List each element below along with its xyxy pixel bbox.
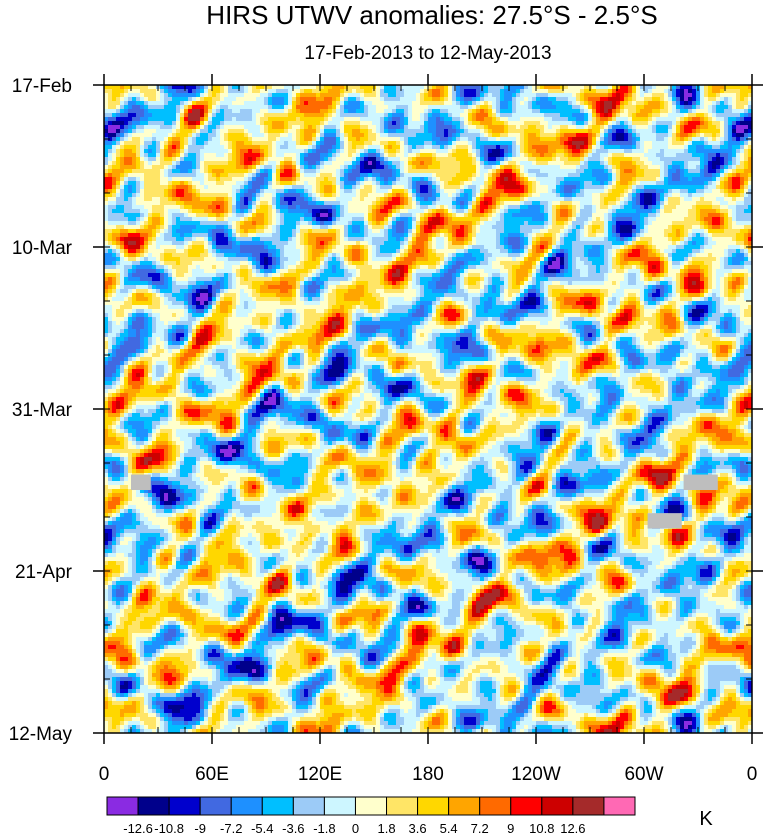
- x-tick-label: 60W: [624, 764, 663, 785]
- colorbar-swatch: [355, 797, 386, 815]
- colorbar-level-label: -9: [194, 821, 206, 834]
- colorbar-swatch: [262, 797, 293, 815]
- colorbar-level-label: 10.8: [529, 821, 554, 834]
- colorbar-level-label: -12.6: [123, 821, 153, 834]
- x-tick-label: 0: [99, 764, 110, 785]
- colorbar-level-label: 3.6: [409, 821, 427, 834]
- colorbar-swatch: [293, 797, 324, 815]
- colorbar-swatch: [542, 797, 573, 815]
- colorbar-level-label: -10.8: [154, 821, 184, 834]
- colorbar-level-label: -5.4: [251, 821, 273, 834]
- colorbar-swatch: [169, 797, 200, 815]
- y-tick-label: 10-Mar: [12, 238, 73, 259]
- colorbar-swatch: [107, 797, 138, 815]
- colorbar-level-label: -3.6: [282, 821, 304, 834]
- y-tick-label: 31-Mar: [12, 400, 73, 421]
- y-tick-label: 21-Apr: [15, 562, 73, 583]
- colorbar-level-label: 7.2: [471, 821, 489, 834]
- colorbar-swatch: [200, 797, 231, 815]
- colorbar-level-label: 12.6: [560, 821, 585, 834]
- chart-subtitle: 17-Feb-2013 to 12-May-2013: [304, 43, 551, 64]
- y-tick-label: 12-May: [9, 724, 73, 745]
- colorbar-swatch: [418, 797, 449, 815]
- colorbar-swatch: [511, 797, 542, 815]
- missing-data-box: [131, 475, 151, 490]
- colorbar-swatch: [387, 797, 418, 815]
- chart-title: HIRS UTWV anomalies: 27.5°S - 2.5°S: [206, 0, 657, 30]
- anomaly-field: [104, 85, 753, 734]
- colorbar: -12.6 -10.8 -9 -7.2 -5.4 -3.6 -1.8 0 1.8 3.6 5.4 7.…: [107, 797, 635, 834]
- colorbar-level-label: 0: [352, 821, 359, 834]
- x-tick-label: 60E: [195, 764, 229, 785]
- colorbar-swatch: [480, 797, 511, 815]
- x-tick-label: 120W: [511, 764, 561, 785]
- colorbar-swatch: [138, 797, 169, 815]
- missing-data-box: [648, 513, 682, 528]
- anomaly-chart: HIRS UTWV anomalies: 27.5°S - 2.5°S 17-F…: [0, 0, 772, 834]
- y-tick-label: 17-Feb: [12, 76, 72, 97]
- colorbar-level-label: 5.4: [440, 821, 458, 834]
- colorbar-swatch: [449, 797, 480, 815]
- colorbar-swatch: [231, 797, 262, 815]
- colorbar-unit-label: K: [699, 808, 713, 830]
- colorbar-level-label: -1.8: [313, 821, 335, 834]
- missing-data-box: [684, 475, 718, 490]
- colorbar-level-label: 1.8: [377, 821, 395, 834]
- colorbar-swatch: [604, 797, 635, 815]
- x-tick-label: 120E: [298, 764, 342, 785]
- colorbar-level-label: 9: [507, 821, 514, 834]
- colorbar-level-label: -7.2: [220, 821, 242, 834]
- colorbar-swatch: [324, 797, 355, 815]
- colorbar-swatch: [573, 797, 604, 815]
- x-tick-label: 0: [747, 764, 758, 785]
- x-tick-label: 180: [412, 764, 444, 785]
